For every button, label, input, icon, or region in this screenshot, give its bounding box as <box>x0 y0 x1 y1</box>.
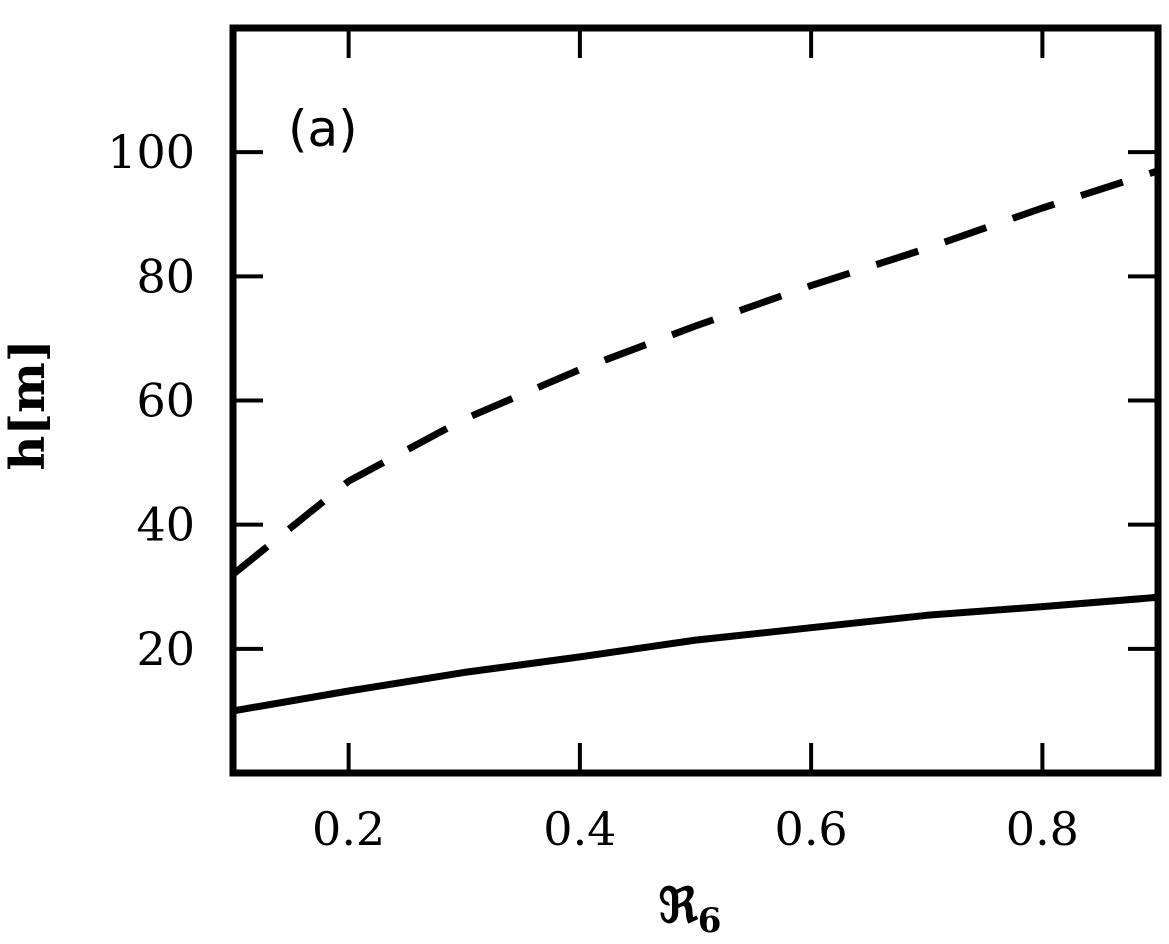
x-axis-title: ℜ6 <box>659 878 722 941</box>
series-line-dashed <box>230 167 1160 578</box>
panel-label: (a) <box>288 100 358 158</box>
x-axis-title-subscript: 6 <box>698 901 722 941</box>
x-tick-label: 0.6 <box>775 802 848 856</box>
x-axis-title-main: ℜ <box>659 878 699 934</box>
x-tick-label: 0.2 <box>312 802 385 856</box>
ticks-layer: 0.2 0.4 0.6 0.8 20 40 60 80 100 <box>107 28 1158 856</box>
x-tick-label: 0.8 <box>1006 802 1079 856</box>
series-layer <box>230 167 1160 715</box>
y-tick-label: 40 <box>136 498 195 552</box>
series-line-solid <box>232 593 1159 715</box>
y-tick-label: 20 <box>136 622 195 676</box>
x-tick-label: 0.4 <box>543 802 616 856</box>
plot-frame <box>229 24 1162 777</box>
y-tick-label: 80 <box>136 249 195 303</box>
y-tick-label: 100 <box>107 125 195 179</box>
y-tick-label: 60 <box>136 374 195 428</box>
y-axis-title: h[m] <box>0 339 56 470</box>
